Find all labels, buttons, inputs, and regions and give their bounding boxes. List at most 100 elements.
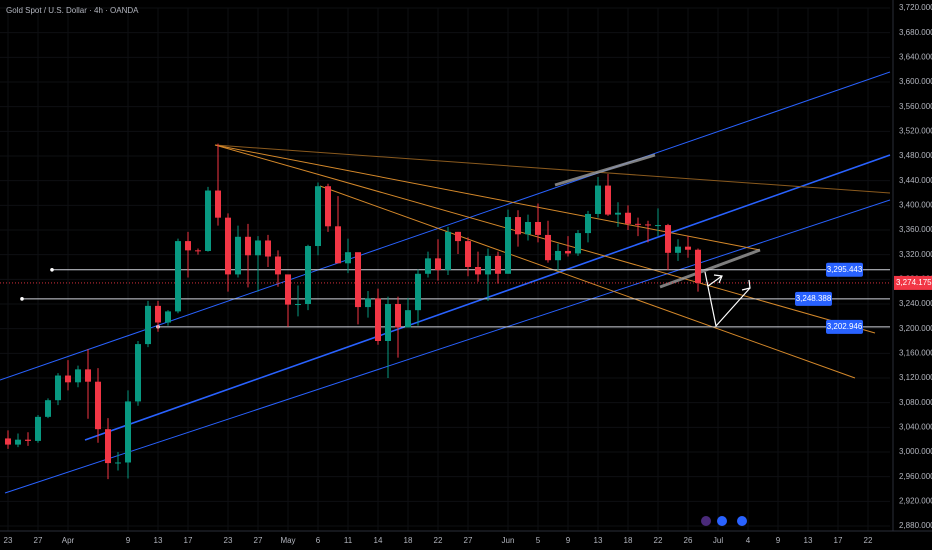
y-tick-label: 3,640.000 — [899, 52, 932, 61]
candle-body — [645, 224, 651, 226]
x-tick-label: 22 — [654, 536, 663, 545]
candle-body — [255, 240, 261, 256]
x-tick-label: 22 — [434, 536, 443, 545]
candle-body — [445, 231, 451, 271]
x-tick-label: 23 — [4, 536, 13, 545]
drawings — [0, 71, 891, 494]
y-tick-label: 3,040.000 — [899, 422, 932, 431]
x-tick-label: 27 — [254, 536, 263, 545]
y-tick-label: 3,600.000 — [899, 77, 932, 86]
candles — [5, 143, 701, 480]
candle-body — [425, 258, 431, 274]
y-tick-label: 3,120.000 — [899, 373, 932, 382]
y-tick-label: 3,320.000 — [899, 250, 932, 259]
candle-body — [235, 236, 241, 275]
y-tick-label: 3,720.000 — [899, 3, 932, 12]
trend-line — [319, 185, 856, 379]
last-price-box — [894, 275, 932, 290]
candle-body — [125, 401, 131, 463]
x-tick-label: Jun — [502, 536, 515, 545]
x-tick-label: 27 — [34, 536, 43, 545]
candle-body — [145, 305, 151, 345]
candle-body — [685, 246, 691, 250]
levels: 3,295.443 3,248.388 3,202.946 — [0, 262, 890, 334]
candle-body — [35, 416, 41, 441]
candle-body — [545, 234, 551, 261]
y-tick-label: 3,560.000 — [899, 102, 932, 111]
x-tick-label: 9 — [776, 536, 781, 545]
candle-body — [315, 186, 321, 247]
candle-body — [395, 304, 401, 328]
candle-body — [365, 298, 371, 308]
x-tick-label: 17 — [184, 536, 193, 545]
candle-body — [265, 240, 271, 257]
chart-title: Gold Spot / U.S. Dollar · 4h · OANDA — [6, 6, 139, 15]
candle-body — [525, 221, 531, 235]
event-icon — [737, 516, 747, 526]
candle-body — [635, 223, 641, 225]
trend-line — [214, 144, 891, 194]
last-price-label: 3,274.175 — [896, 278, 932, 287]
candle-body — [185, 241, 191, 251]
candle-body — [595, 185, 601, 214]
candle-body — [95, 381, 101, 430]
candle-body — [435, 258, 441, 271]
candle-body — [135, 344, 141, 402]
x-tick-label: 9 — [126, 536, 131, 545]
candle-body — [175, 241, 181, 312]
candle-body — [465, 241, 471, 267]
level-anchor — [20, 297, 24, 301]
arrow-head — [713, 274, 723, 284]
level-anchor — [50, 268, 54, 272]
candle-body — [105, 429, 111, 464]
candle-body — [455, 231, 461, 242]
y-tick-label: 3,000.000 — [899, 447, 932, 456]
candle-body — [165, 311, 171, 323]
channel-lower — [4, 199, 891, 494]
y-tick-label: 3,480.000 — [899, 151, 932, 160]
y-tick-label: 2,960.000 — [899, 472, 932, 481]
candle-body — [285, 274, 291, 305]
candle-body — [305, 246, 311, 304]
candle-body — [505, 217, 511, 274]
x-tick-label: 18 — [624, 536, 633, 545]
event-icons — [701, 516, 747, 526]
y-tick-label: 3,520.000 — [899, 126, 932, 135]
x-tick-label: Jul — [713, 536, 723, 545]
y-tick-label: 3,080.000 — [899, 398, 932, 407]
candle-body — [195, 250, 201, 252]
candle-body — [585, 213, 591, 234]
arrow-head — [741, 279, 751, 291]
candle-body — [405, 310, 411, 328]
candle-body — [55, 375, 61, 401]
projection-arrows — [704, 271, 751, 328]
candle-body — [675, 246, 681, 253]
candle-body — [355, 252, 361, 308]
candle-body — [155, 305, 161, 323]
candle-body — [515, 217, 521, 235]
highlight-segment — [554, 153, 656, 187]
candle-body — [245, 236, 251, 256]
x-tick-label: 13 — [804, 536, 813, 545]
y-tick-label: 3,440.000 — [899, 176, 932, 185]
candle-body — [655, 225, 661, 227]
candle-body — [535, 221, 541, 235]
x-tick-label: 22 — [864, 536, 873, 545]
candle-body — [5, 438, 11, 445]
x-tick-label: 23 — [224, 536, 233, 545]
candle-body — [325, 186, 331, 227]
candle-body — [85, 369, 91, 382]
candle-body — [275, 256, 281, 275]
candle-body — [495, 255, 501, 274]
candle-body — [225, 217, 231, 275]
candle-body — [385, 304, 391, 341]
candle-body — [205, 190, 211, 251]
y-tick-label: 2,880.000 — [899, 521, 932, 530]
level-label: 3,202.946 — [827, 322, 863, 331]
candle-body — [15, 439, 21, 445]
candle-body — [605, 185, 611, 215]
candle-body — [665, 225, 671, 253]
candle-body — [555, 250, 561, 261]
x-tick-label: 5 — [536, 536, 541, 545]
